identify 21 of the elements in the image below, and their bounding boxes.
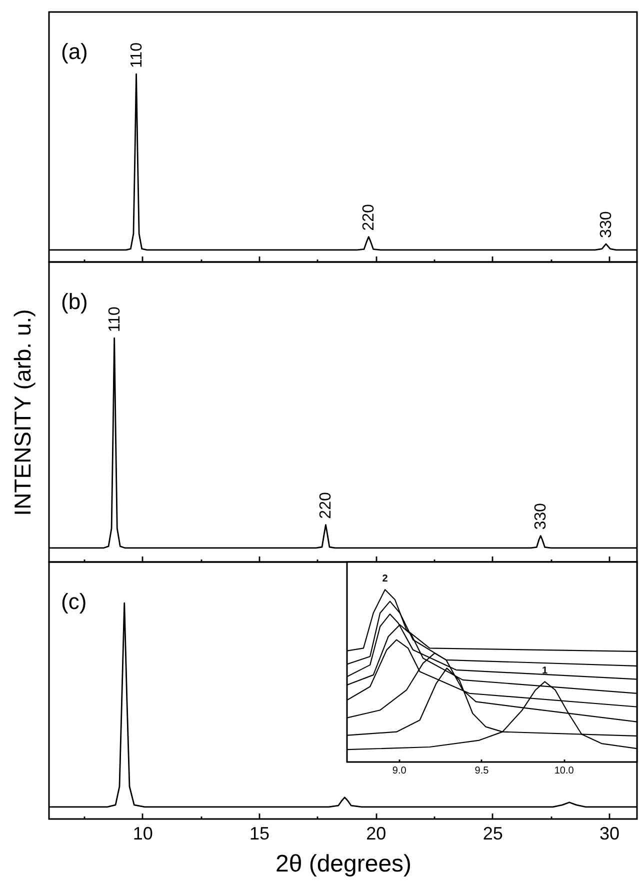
x-tick-label: 15 xyxy=(249,824,270,844)
x-tick-label: 20 xyxy=(366,824,386,844)
x-tick-label: 10.0 xyxy=(554,766,574,776)
x-tick-label: 9.5 xyxy=(474,766,490,776)
x-tick-label: 9.0 xyxy=(392,766,407,776)
annotation: 220 xyxy=(318,492,335,519)
y-axis-title: INTENSITY (arb. u.) xyxy=(10,309,36,516)
annotation: 330 xyxy=(532,503,550,530)
x-tick-label: 10 xyxy=(132,824,153,844)
annotation: 110 xyxy=(128,42,146,68)
annotation: 1 xyxy=(542,666,548,677)
annotation: 110 xyxy=(106,306,124,332)
annotation: 2 xyxy=(382,574,388,585)
x-axis-title: 2θ (degrees) xyxy=(275,850,412,878)
x-tick-label: 25 xyxy=(482,824,503,844)
chart-title: (a) xyxy=(61,39,88,64)
x-tick-label: 30 xyxy=(599,824,620,844)
chart-title: (c) xyxy=(61,589,87,614)
annotation: 330 xyxy=(598,211,615,238)
chart-title: (b) xyxy=(61,289,88,314)
annotation: 220 xyxy=(360,204,378,231)
